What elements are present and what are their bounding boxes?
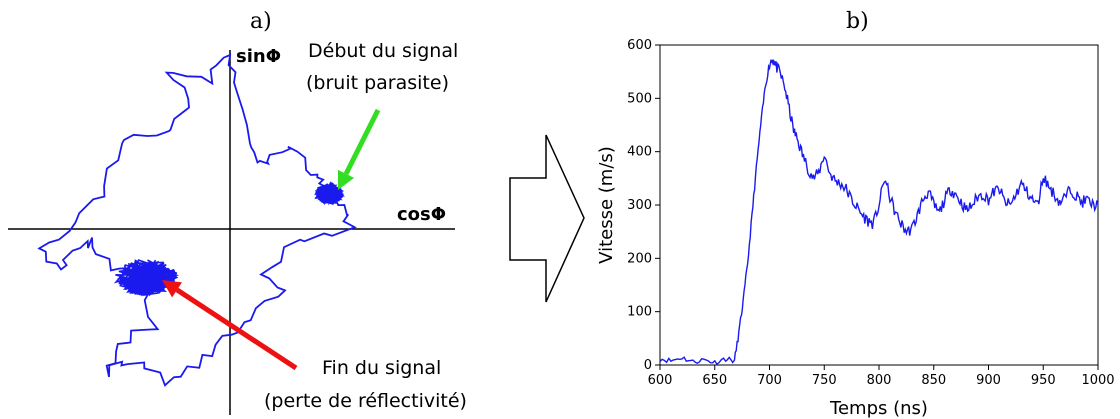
y-tick-label: 100 bbox=[627, 305, 652, 320]
x-tick-label: 1000 bbox=[1081, 373, 1114, 388]
x-tick-label: 950 bbox=[1031, 373, 1056, 388]
annotation-fin-line2: (perte de réflectivité) bbox=[264, 390, 467, 412]
panel-a-label: a) bbox=[250, 9, 272, 34]
arrow-fin-icon bbox=[162, 280, 298, 371]
annotation-arrows bbox=[162, 108, 381, 371]
y-tick-label: 0 bbox=[644, 358, 652, 373]
x-tick-label: 750 bbox=[812, 373, 837, 388]
x-tick-label: 600 bbox=[648, 373, 673, 388]
annotation-debut-line2: (bruit parasite) bbox=[306, 72, 449, 94]
x-tick-label: 800 bbox=[867, 373, 892, 388]
x-tick-label: 700 bbox=[757, 373, 782, 388]
annotation-debut-line1: Début du signal bbox=[308, 40, 458, 62]
x-axis-name: cosΦ bbox=[397, 204, 446, 225]
y-axis-name: sinΦ bbox=[236, 46, 281, 67]
y-tick-label: 200 bbox=[627, 251, 652, 266]
x-tick-label: 900 bbox=[976, 373, 1001, 388]
transform-arrow-icon bbox=[509, 134, 585, 303]
y-axis-label: Vitesse (m/s) bbox=[596, 146, 617, 264]
annotation-fin-line1: Fin du signal bbox=[322, 357, 441, 379]
axis-ticks: 600 650 700 750 800 850 900 950 1000 0 100 200 300 40… bbox=[627, 38, 1114, 388]
panel-b-label: b) bbox=[846, 9, 869, 34]
y-tick-label: 400 bbox=[627, 145, 652, 160]
panel-a: a) sinΦ cosΦ Début du signal (bruit para… bbox=[8, 9, 467, 415]
velocity-line bbox=[659, 58, 1099, 366]
y-tick-label: 300 bbox=[627, 198, 652, 213]
y-tick-label: 600 bbox=[627, 38, 652, 53]
x-axis-label: Temps (ns) bbox=[829, 398, 928, 419]
arrow-debut-icon bbox=[338, 108, 381, 190]
phase-trajectory bbox=[37, 53, 357, 387]
x-tick-label: 850 bbox=[921, 373, 946, 388]
y-tick-label: 500 bbox=[627, 91, 652, 106]
x-tick-label: 650 bbox=[702, 373, 727, 388]
phase-plot bbox=[37, 53, 357, 387]
velocity-series-line bbox=[659, 58, 1099, 366]
panel-b: b) 600 650 700 750 800 850 900 950 1000 0 100 200 30… bbox=[596, 9, 1115, 419]
